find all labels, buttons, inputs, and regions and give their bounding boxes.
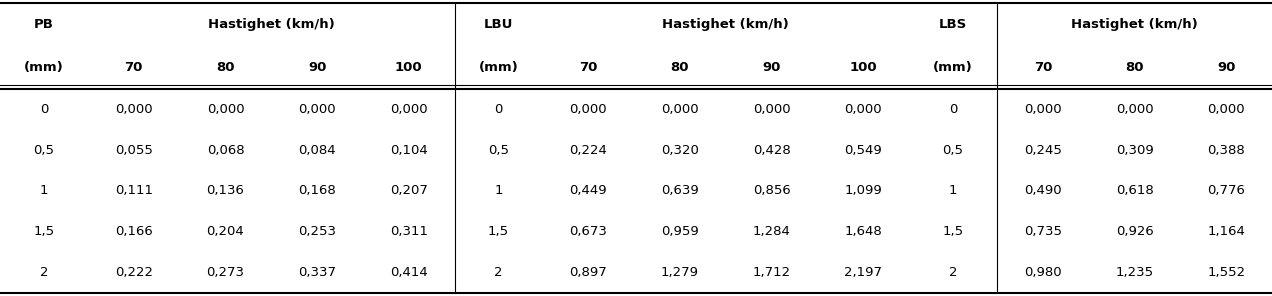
Text: 0,224: 0,224 xyxy=(570,144,607,157)
Text: 0: 0 xyxy=(949,103,958,116)
Text: 0,000: 0,000 xyxy=(206,103,244,116)
Text: 0,337: 0,337 xyxy=(298,266,336,279)
Text: 0,639: 0,639 xyxy=(661,184,698,197)
Text: 0,776: 0,776 xyxy=(1207,184,1245,197)
Text: Hastighet (km/h): Hastighet (km/h) xyxy=(1071,18,1198,31)
Text: 1,648: 1,648 xyxy=(845,225,883,238)
Text: Hastighet (km/h): Hastighet (km/h) xyxy=(207,18,335,31)
Text: 0,311: 0,311 xyxy=(389,225,427,238)
Text: (mm): (mm) xyxy=(478,61,519,74)
Text: 70: 70 xyxy=(1034,61,1052,74)
Text: 70: 70 xyxy=(125,61,142,74)
Text: 1,552: 1,552 xyxy=(1207,266,1245,279)
Text: LBS: LBS xyxy=(939,18,967,31)
Text: 0,980: 0,980 xyxy=(1024,266,1062,279)
Text: (mm): (mm) xyxy=(934,61,973,74)
Text: 0,000: 0,000 xyxy=(1207,103,1245,116)
Text: 100: 100 xyxy=(394,61,422,74)
Text: 0,5: 0,5 xyxy=(488,144,509,157)
Text: 0,000: 0,000 xyxy=(845,103,881,116)
Text: 1: 1 xyxy=(495,184,502,197)
Text: 0,055: 0,055 xyxy=(114,144,153,157)
Text: 0: 0 xyxy=(39,103,48,116)
Text: 0,204: 0,204 xyxy=(206,225,244,238)
Text: 0,222: 0,222 xyxy=(114,266,153,279)
Text: 1,5: 1,5 xyxy=(33,225,55,238)
Text: 0,5: 0,5 xyxy=(943,144,964,157)
Text: 0,926: 0,926 xyxy=(1116,225,1154,238)
Text: 2: 2 xyxy=(949,266,958,279)
Text: 90: 90 xyxy=(1217,61,1235,74)
Text: 0,549: 0,549 xyxy=(845,144,883,157)
Text: 1: 1 xyxy=(949,184,958,197)
Text: 2,197: 2,197 xyxy=(845,266,883,279)
Text: 0,000: 0,000 xyxy=(661,103,698,116)
Text: PB: PB xyxy=(34,18,53,31)
Text: 0,000: 0,000 xyxy=(298,103,336,116)
Text: 0,618: 0,618 xyxy=(1116,184,1154,197)
Text: 0,388: 0,388 xyxy=(1207,144,1245,157)
Text: 0,253: 0,253 xyxy=(298,225,336,238)
Text: 1,5: 1,5 xyxy=(488,225,509,238)
Text: 2: 2 xyxy=(39,266,48,279)
Text: 1,712: 1,712 xyxy=(753,266,791,279)
Text: 0,000: 0,000 xyxy=(1024,103,1062,116)
Text: 0,000: 0,000 xyxy=(570,103,607,116)
Text: 0,428: 0,428 xyxy=(753,144,790,157)
Text: 0,000: 0,000 xyxy=(391,103,427,116)
Text: 2: 2 xyxy=(495,266,502,279)
Text: 0,084: 0,084 xyxy=(298,144,336,157)
Text: 0,856: 0,856 xyxy=(753,184,790,197)
Text: 0,273: 0,273 xyxy=(206,266,244,279)
Text: 80: 80 xyxy=(670,61,689,74)
Text: (mm): (mm) xyxy=(24,61,64,74)
Text: 0,320: 0,320 xyxy=(661,144,698,157)
Text: 1,235: 1,235 xyxy=(1116,266,1154,279)
Text: 0,735: 0,735 xyxy=(1024,225,1062,238)
Text: 90: 90 xyxy=(762,61,781,74)
Text: 0,449: 0,449 xyxy=(570,184,607,197)
Text: 0,207: 0,207 xyxy=(389,184,427,197)
Text: 1,099: 1,099 xyxy=(845,184,883,197)
Text: Hastighet (km/h): Hastighet (km/h) xyxy=(663,18,789,31)
Text: 90: 90 xyxy=(308,61,327,74)
Text: 0,897: 0,897 xyxy=(570,266,607,279)
Text: 80: 80 xyxy=(1126,61,1144,74)
Text: 1,284: 1,284 xyxy=(753,225,791,238)
Text: 0,168: 0,168 xyxy=(298,184,336,197)
Text: 0,166: 0,166 xyxy=(114,225,153,238)
Text: 70: 70 xyxy=(579,61,598,74)
Text: 0,000: 0,000 xyxy=(753,103,790,116)
Text: 0,414: 0,414 xyxy=(389,266,427,279)
Text: 1,164: 1,164 xyxy=(1207,225,1245,238)
Text: 0,959: 0,959 xyxy=(661,225,698,238)
Text: 1: 1 xyxy=(39,184,48,197)
Text: 0,068: 0,068 xyxy=(206,144,244,157)
Text: 0,000: 0,000 xyxy=(1116,103,1154,116)
Text: 0,673: 0,673 xyxy=(570,225,607,238)
Text: 1,279: 1,279 xyxy=(661,266,700,279)
Text: 0,5: 0,5 xyxy=(33,144,55,157)
Text: 0,104: 0,104 xyxy=(389,144,427,157)
Text: 0: 0 xyxy=(495,103,502,116)
Text: 0,000: 0,000 xyxy=(114,103,153,116)
Text: LBU: LBU xyxy=(483,18,513,31)
Text: 0,490: 0,490 xyxy=(1024,184,1062,197)
Text: 1,5: 1,5 xyxy=(943,225,964,238)
Text: 0,136: 0,136 xyxy=(206,184,244,197)
Text: 0,309: 0,309 xyxy=(1116,144,1154,157)
Text: 100: 100 xyxy=(850,61,878,74)
Text: 0,245: 0,245 xyxy=(1024,144,1062,157)
Text: 0,111: 0,111 xyxy=(114,184,153,197)
Text: 80: 80 xyxy=(216,61,235,74)
